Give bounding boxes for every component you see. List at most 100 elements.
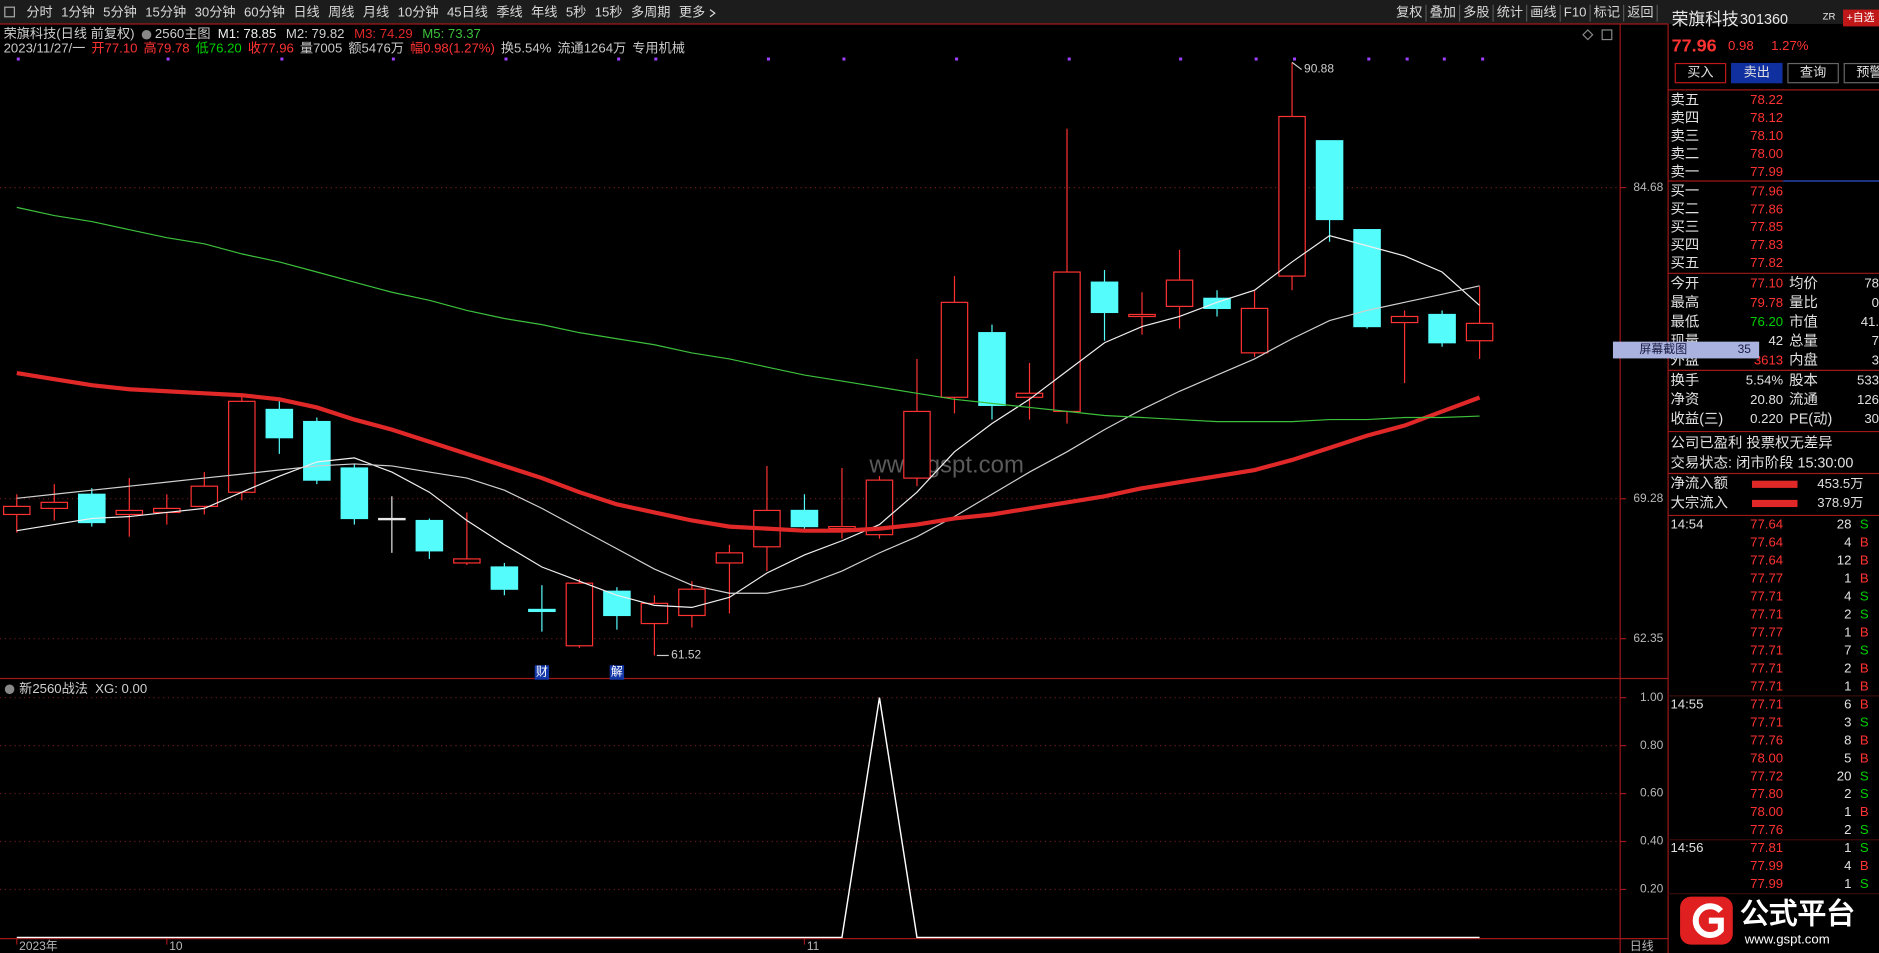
flow-value: 453.5万 [1817,476,1863,491]
event-dot [1442,57,1446,61]
candle-body [1165,279,1194,307]
bid-price: 77.85 [1750,219,1783,234]
period-tab[interactable]: 30分钟 [195,4,236,20]
tick-price: 77.72 [1750,768,1783,783]
candle-body [1128,313,1156,318]
stock-name: 荣旗科技 [1672,10,1739,29]
info-item: 换5.54% [501,41,552,56]
x-tick-label: 11 [807,939,820,953]
tick-volume: 4 [1844,858,1851,873]
tick-side: S [1860,517,1869,532]
period-tab[interactable]: 多周期 [631,4,671,20]
candle-body [903,410,931,479]
period-tab[interactable]: 周线 [328,5,354,20]
logo-icon-mark [1692,903,1724,938]
ask-price: 78.10 [1750,128,1783,143]
tool-button[interactable]: 返回 [1627,5,1653,20]
event-dot [955,57,959,61]
legend-entry: M2: 79.82 [286,26,345,41]
stat-value: 5.54% [1746,373,1784,388]
tick-price: 77.64 [1750,535,1783,550]
period-tab[interactable]: 5秒 [566,5,586,20]
stat-value: 0 [1872,295,1879,310]
y-tick-label: 1.00 [1640,690,1664,704]
event-dot [1405,57,1409,61]
candle-body [790,509,819,528]
tick-price: 77.71 [1750,642,1783,657]
stat-label: 内盘 [1789,351,1818,369]
period-tab[interactable]: 季线 [496,5,522,20]
ask-label: 卖一 [1670,163,1699,180]
tool-button[interactable]: 叠加 [1430,5,1456,20]
tick-side: B [1860,804,1869,819]
action-button[interactable]: 查询 [1800,65,1826,80]
period-tab[interactable]: 日线 [293,5,319,20]
tool-button[interactable]: 标记 [1594,5,1620,20]
tick-side: B [1860,750,1869,765]
tick-side: S [1860,840,1869,855]
bid-price: 77.82 [1750,255,1783,270]
bid-label: 买四 [1670,237,1699,254]
period-tab[interactable]: 分时 [26,5,52,20]
tool-button[interactable]: 复权 [1396,4,1422,20]
candle-body [190,485,219,507]
action-button[interactable]: 预警 [1856,65,1879,80]
x-tick-label: 2023年 [19,939,58,953]
tick-time: 14:56 [1670,840,1703,855]
period-tab[interactable]: 15分钟 [145,4,186,20]
candle-body [978,332,1006,406]
stat-label: 量比 [1789,294,1818,311]
add-watchlist[interactable]: +自选 [1847,11,1875,24]
stat-value: 7 [1872,333,1879,348]
y-tick-label: 0.40 [1640,834,1664,848]
candle-body [303,420,331,481]
tick-price: 77.71 [1750,588,1783,603]
info-item: 专用机械 [632,41,685,56]
info-item: 开77.10 [91,41,137,56]
action-button[interactable]: 买入 [1687,65,1713,80]
period-label: 日线 [1630,939,1654,953]
tick-side: S [1860,606,1869,621]
tick-volume: 4 [1844,535,1851,550]
action-button[interactable]: 卖出 [1744,65,1770,80]
period-tab[interactable]: 10分钟 [398,4,439,20]
tool-button[interactable]: F10 [1564,5,1587,20]
stat-label: 流通 [1789,391,1818,408]
low-annotation: 61.52 [671,648,701,662]
event-dot [280,57,284,61]
period-tab[interactable]: 5分钟 [103,4,137,20]
tick-volume: 1 [1844,804,1851,819]
tool-button[interactable]: 统计 [1497,5,1523,20]
tick-volume: 2 [1844,786,1851,801]
candle-body [1465,322,1494,342]
event-marker: 解 [611,665,623,679]
tick-price: 77.76 [1750,732,1783,747]
tick-side: S [1860,768,1869,783]
legend-entry: M3: 74.29 [354,26,413,41]
period-tab[interactable]: 45日线 [447,5,488,20]
stat-value: 3613 [1754,352,1783,367]
tick-volume: 1 [1844,678,1851,693]
period-tab[interactable]: 1分钟 [61,4,95,20]
tick-price: 77.64 [1750,517,1783,532]
y-tick-label: 0.80 [1640,738,1664,752]
tick-side: B [1860,624,1869,639]
tool-button[interactable]: 画线 [1530,5,1556,20]
tick-volume: 2 [1844,822,1851,837]
period-tab[interactable]: 月线 [363,5,389,20]
period-tab[interactable]: 60分钟 [244,4,285,20]
period-tab[interactable]: 年线 [531,5,557,20]
period-tab[interactable]: 15秒 [595,5,623,20]
candle-body [603,590,631,617]
tick-side: B [1860,660,1869,675]
period-tab[interactable]: 更多 [679,4,705,20]
bid-label: 买五 [1670,255,1699,272]
tool-button[interactable]: 多股 [1463,4,1489,20]
event-marker-box [534,665,550,680]
tick-side: S [1860,714,1869,729]
stat-value: 77.10 [1750,276,1783,291]
last-price: 77.96 [1672,35,1717,55]
candle-body [1315,140,1344,221]
tick-volume: 7 [1844,642,1851,657]
